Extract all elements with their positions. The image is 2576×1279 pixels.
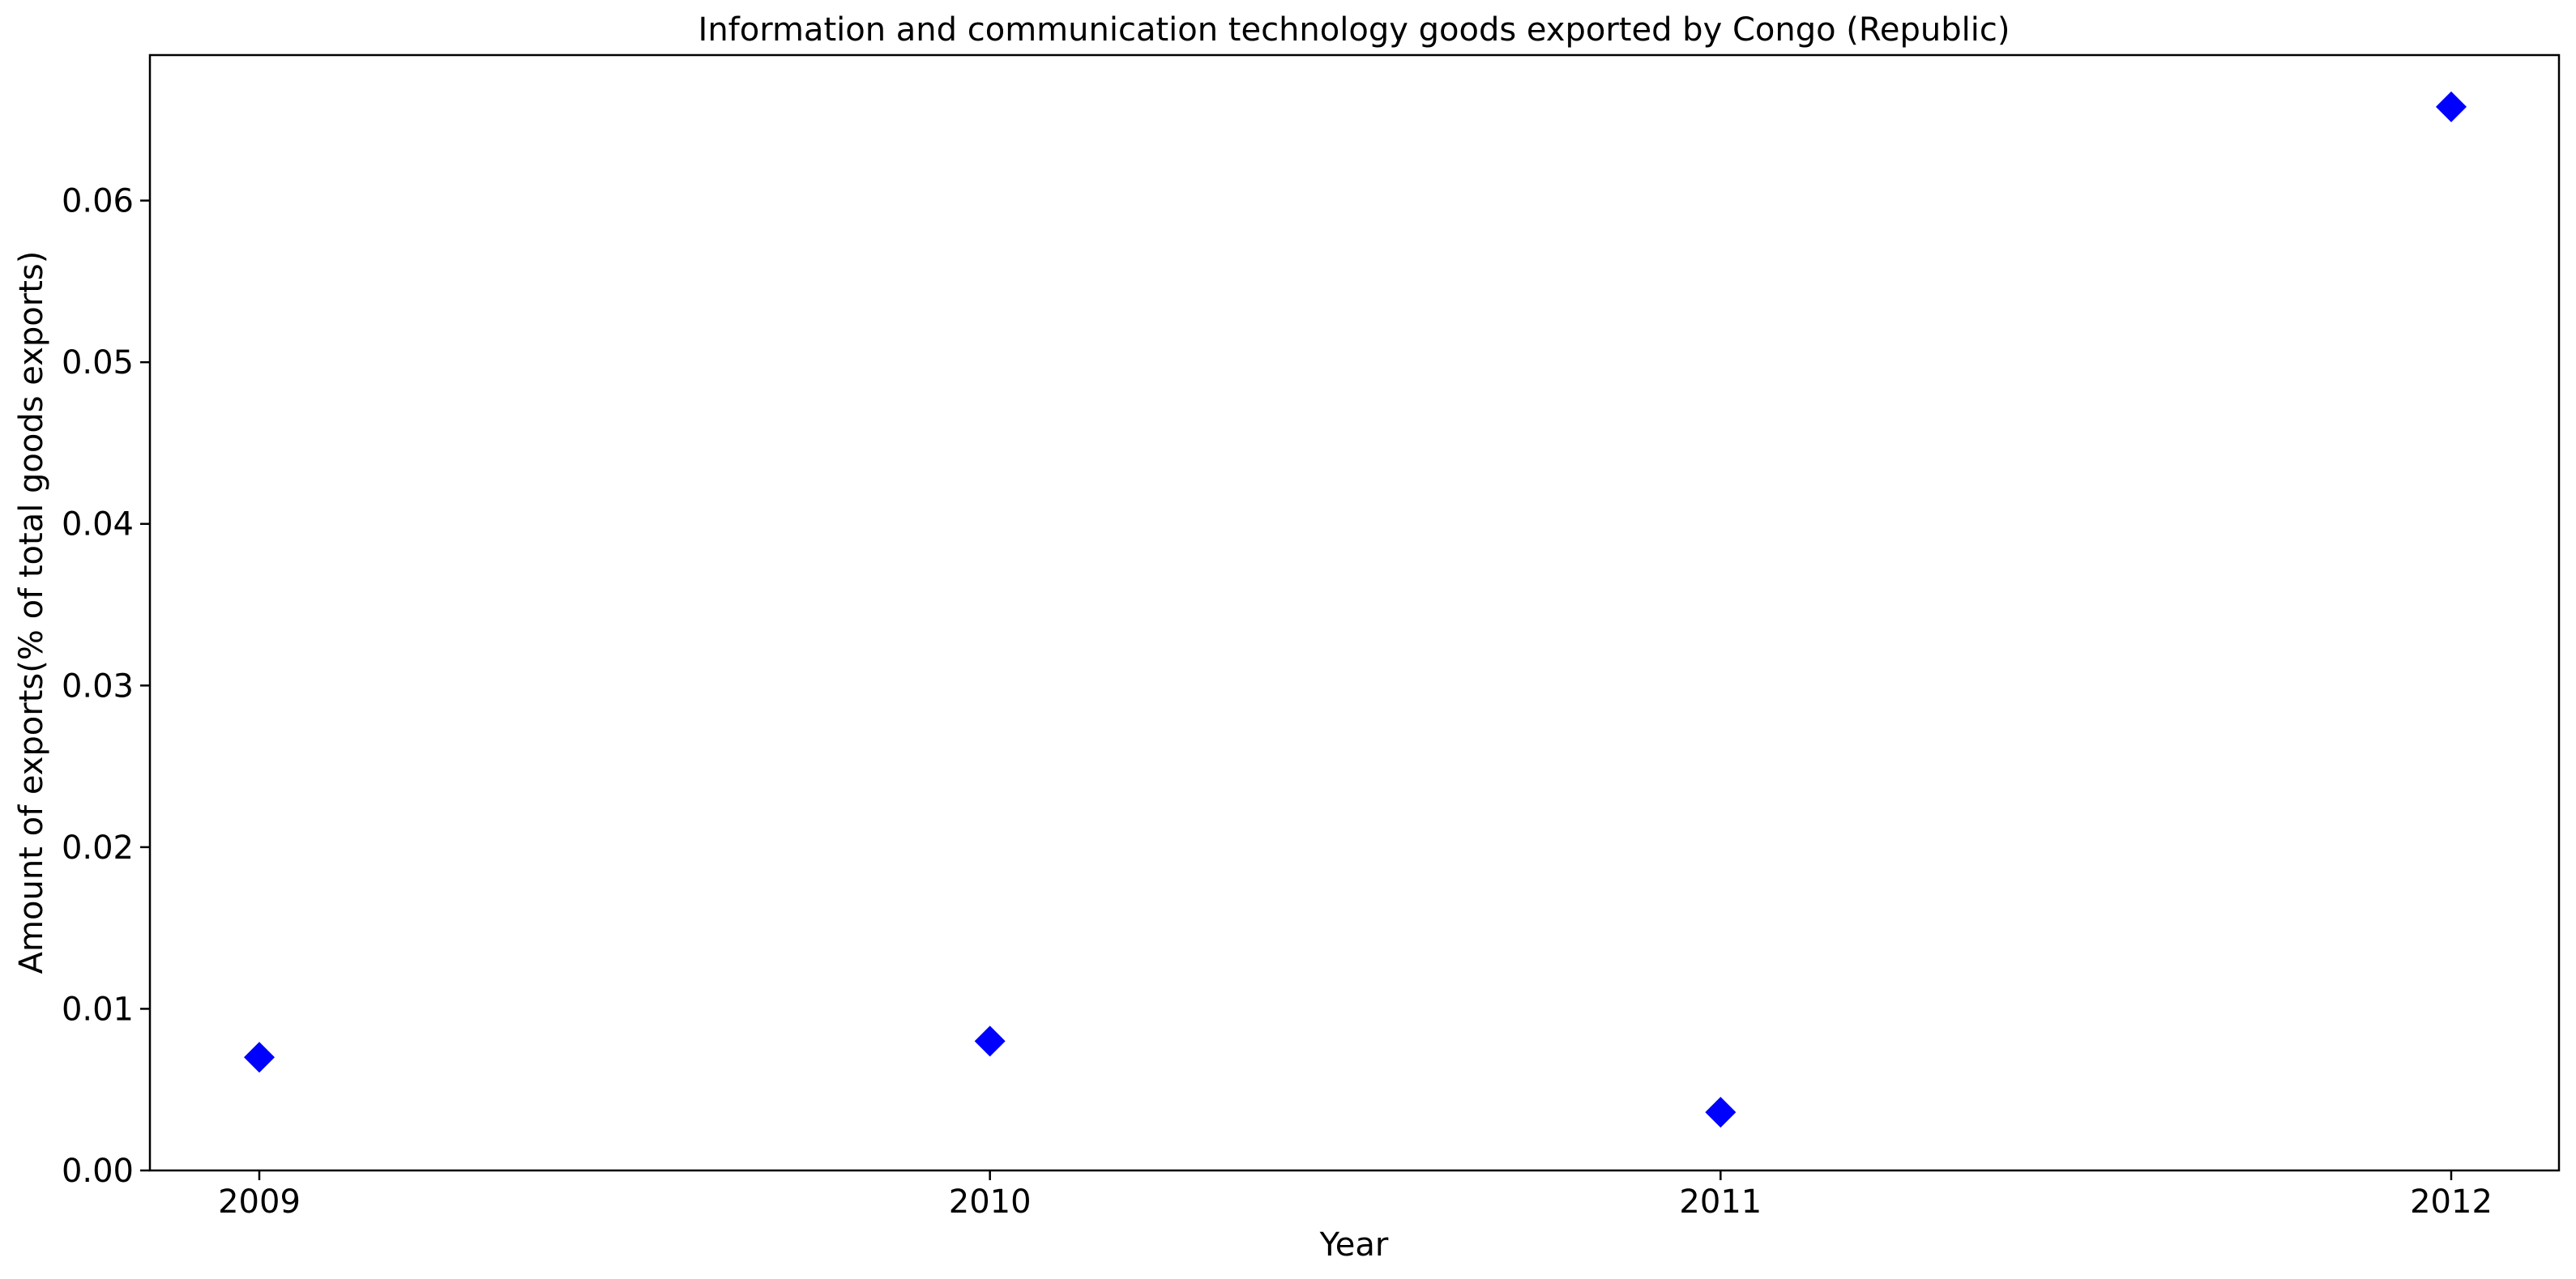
data-point-2012	[2436, 91, 2467, 122]
x-tick-label: 2009	[218, 1183, 301, 1221]
x-axis-label: Year	[1319, 1226, 1389, 1264]
y-tick-label: 0.01	[62, 991, 134, 1028]
data-point-2009	[244, 1042, 275, 1073]
y-axis-ticks: 0.00 0.01 0.02 0.03 0.04 0.05 0.06	[62, 183, 150, 1190]
y-axis-label: Amount of exports(% of total goods expor…	[13, 251, 50, 974]
y-tick-label: 0.05	[62, 344, 134, 382]
plot-area-frame	[148, 53, 2561, 1172]
y-tick-label: 0.03	[62, 667, 134, 705]
chart-title: Information and communication technology…	[698, 11, 2010, 49]
x-tick-label: 2010	[949, 1183, 1032, 1221]
x-tick-label: 2011	[1679, 1183, 1762, 1221]
data-point-2011	[1705, 1097, 1737, 1128]
x-tick-label: 2012	[2410, 1183, 2493, 1221]
data-points	[244, 91, 2467, 1128]
x-axis-ticks: 2009 2010 2011 2012	[218, 1170, 2493, 1221]
y-tick-label: 0.04	[62, 506, 134, 544]
y-tick-label: 0.06	[62, 183, 134, 220]
data-point-2010	[974, 1025, 1006, 1057]
y-tick-label: 0.00	[62, 1153, 134, 1190]
y-tick-label: 0.02	[62, 829, 134, 867]
